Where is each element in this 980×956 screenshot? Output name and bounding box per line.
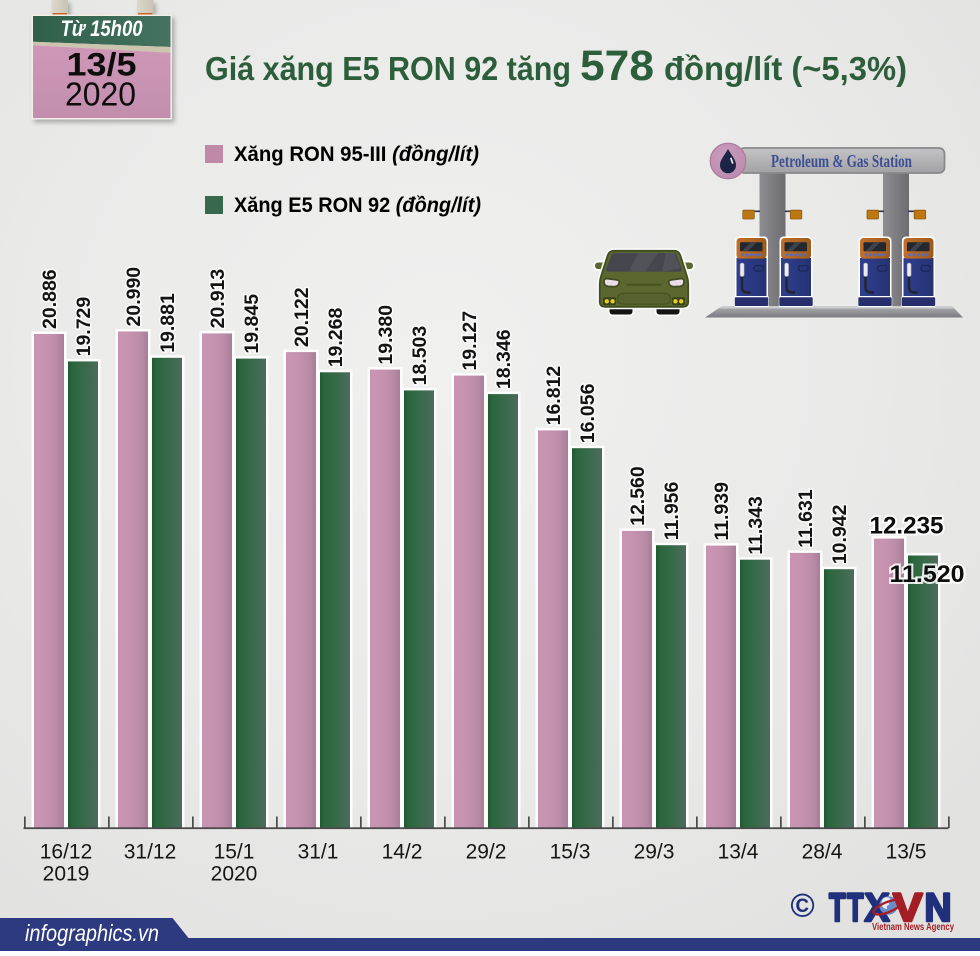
svg-text:Giá xăng E5 RON 92 tăng: Giá xăng E5 RON 92 tăng (205, 50, 571, 87)
svg-text:đồng/lít (~5,3%): đồng/lít (~5,3%) (664, 50, 907, 87)
svg-text:Xăng E5 RON 92 (đồng/lít): Xăng E5 RON 92 (đồng/lít) (234, 194, 481, 217)
svg-text:19.380: 19.380 (375, 305, 397, 365)
svg-text:20.990: 20.990 (123, 267, 145, 327)
svg-text:13/4: 13/4 (718, 841, 759, 864)
svg-text:578: 578 (580, 42, 654, 90)
svg-text:19.881: 19.881 (157, 293, 179, 353)
svg-text:15/1: 15/1 (214, 841, 255, 864)
svg-text:28/4: 28/4 (802, 841, 843, 864)
svg-text:20.886: 20.886 (39, 269, 61, 329)
svg-text:12.235: 12.235 (870, 513, 944, 540)
svg-text:13/5: 13/5 (67, 47, 137, 83)
svg-text:18.346: 18.346 (493, 329, 515, 389)
svg-text:31/12: 31/12 (124, 841, 177, 864)
svg-text:infographics.vn: infographics.vn (25, 920, 159, 946)
svg-text:20.913: 20.913 (207, 269, 229, 329)
svg-text:16.056: 16.056 (577, 383, 599, 443)
svg-text:19.268: 19.268 (325, 308, 347, 368)
svg-text:15/3: 15/3 (550, 841, 591, 864)
svg-text:Từ 15h00: Từ 15h00 (61, 16, 144, 41)
svg-text:11.956: 11.956 (661, 481, 683, 540)
svg-text:2019: 2019 (43, 863, 90, 886)
svg-text:13/5: 13/5 (886, 841, 927, 864)
svg-text:14/2: 14/2 (382, 841, 423, 864)
svg-text:T: T (847, 886, 864, 930)
svg-text:Vietnam News Agency: Vietnam News Agency (872, 921, 954, 933)
svg-text:10.942: 10.942 (829, 504, 851, 564)
svg-text:11.520: 11.520 (890, 561, 965, 588)
svg-text:20.122: 20.122 (291, 287, 313, 347)
svg-text:19.127: 19.127 (459, 311, 481, 371)
svg-text:12.560: 12.560 (627, 466, 649, 526)
svg-text:18.503: 18.503 (409, 326, 431, 386)
svg-text:2020: 2020 (211, 863, 258, 886)
svg-text:16.812: 16.812 (543, 366, 565, 426)
svg-text:16/12: 16/12 (40, 841, 93, 864)
svg-text:31/1: 31/1 (298, 841, 339, 864)
svg-text:19.845: 19.845 (241, 294, 263, 354)
svg-text:©: © (790, 887, 814, 924)
svg-text:29/2: 29/2 (466, 841, 507, 864)
svg-text:11.631: 11.631 (795, 489, 817, 548)
svg-text:11.343: 11.343 (745, 496, 767, 555)
svg-text:T: T (829, 886, 846, 930)
svg-text:29/3: 29/3 (634, 841, 675, 864)
svg-text:Petroleum & Gas Station: Petroleum & Gas Station (771, 151, 912, 171)
svg-text:Xăng RON 95-III (đồng/lít): Xăng RON 95-III (đồng/lít) (234, 143, 479, 166)
svg-text:19.729: 19.729 (73, 297, 95, 357)
svg-text:2020: 2020 (65, 76, 136, 113)
svg-text:N: N (925, 886, 952, 930)
svg-text:11.939: 11.939 (711, 482, 733, 541)
